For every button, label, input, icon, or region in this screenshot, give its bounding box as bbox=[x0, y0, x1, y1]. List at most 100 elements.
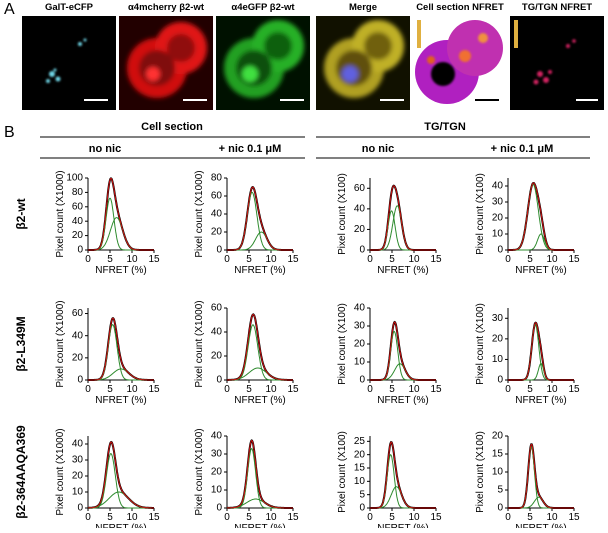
total-fit bbox=[88, 317, 154, 381]
y-tick-label: 20 bbox=[211, 351, 223, 362]
y-tick-label: 30 bbox=[211, 449, 223, 460]
y-tick-label: 30 bbox=[72, 455, 84, 466]
x-tick-label: 5 bbox=[389, 384, 395, 395]
data-curve bbox=[370, 320, 436, 381]
y-tick-label: 15 bbox=[354, 463, 366, 474]
y-tick-label: 40 bbox=[211, 327, 223, 338]
y-tick-label: 30 bbox=[492, 197, 504, 208]
x-axis-label: NFRET (%) bbox=[234, 523, 285, 528]
x-tick-label: 15 bbox=[287, 254, 299, 265]
panel-label: A bbox=[4, 1, 15, 18]
total-fit bbox=[88, 441, 154, 509]
y-tick-label: 20 bbox=[492, 213, 504, 224]
total-fit bbox=[88, 177, 154, 251]
data-curve bbox=[88, 440, 154, 509]
y-tick-label: 15 bbox=[492, 449, 504, 460]
total-fit bbox=[227, 186, 293, 251]
y-tick-label: 40 bbox=[72, 439, 84, 450]
image-title: Cell section NFRET bbox=[416, 2, 504, 13]
x-axis-label: NFRET (%) bbox=[95, 523, 146, 528]
x-tick-label: 0 bbox=[505, 384, 511, 395]
x-tick-label: 15 bbox=[287, 512, 299, 523]
x-tick-label: 10 bbox=[126, 254, 138, 265]
x-tick-label: 5 bbox=[107, 384, 113, 395]
x-axis-label: NFRET (%) bbox=[377, 395, 428, 406]
component-fit bbox=[88, 452, 154, 509]
x-tick-label: 0 bbox=[85, 254, 91, 265]
total-fit bbox=[370, 185, 436, 251]
component-fit bbox=[508, 233, 574, 251]
y-tick-label: 30 bbox=[354, 321, 366, 332]
y-tick-label: 0 bbox=[497, 375, 503, 386]
data-curve bbox=[508, 181, 574, 251]
y-axis-label: Pixel count (X1000) bbox=[55, 300, 66, 387]
y-axis-label: Pixel count (X100) bbox=[337, 431, 348, 513]
y-tick-label: 5 bbox=[359, 489, 365, 500]
image-title: TG/TGN NFRET bbox=[522, 2, 592, 13]
row-label: β2-wt bbox=[14, 198, 28, 229]
y-axis-label: Pixel count (X100) bbox=[475, 431, 486, 513]
y-tick-label: 0 bbox=[359, 375, 365, 386]
total-fit bbox=[508, 322, 574, 381]
micrograph bbox=[510, 16, 604, 110]
micrograph bbox=[316, 16, 410, 110]
image-title: α4mcherry β2-wt bbox=[128, 2, 205, 13]
x-tick-label: 15 bbox=[148, 512, 160, 523]
y-tick-label: 20 bbox=[492, 333, 504, 344]
row-label: β2-364AAQA369 bbox=[14, 425, 28, 519]
x-tick-label: 0 bbox=[367, 512, 373, 523]
x-tick-label: 5 bbox=[246, 254, 252, 265]
x-tick-label: 10 bbox=[546, 254, 558, 265]
x-tick-label: 15 bbox=[148, 384, 160, 395]
x-axis-label: NFRET (%) bbox=[515, 265, 566, 276]
x-tick-label: 10 bbox=[408, 512, 420, 523]
x-tick-label: 5 bbox=[246, 384, 252, 395]
image-title: α4eGFP β2-wt bbox=[231, 2, 295, 13]
x-tick-label: 10 bbox=[408, 384, 420, 395]
panel-label: B bbox=[4, 124, 15, 141]
y-tick-label: 20 bbox=[354, 339, 366, 350]
y-axis-label: Pixel count (X100) bbox=[337, 173, 348, 255]
y-tick-label: 10 bbox=[211, 485, 223, 496]
total-fit bbox=[226, 439, 293, 509]
condition-label: + nic 0.1 μM bbox=[491, 143, 554, 155]
x-tick-label: 0 bbox=[505, 254, 511, 265]
y-tick-label: 0 bbox=[359, 503, 365, 514]
y-tick-label: 0 bbox=[77, 503, 83, 514]
component-fit bbox=[88, 323, 154, 381]
total-fit bbox=[508, 182, 574, 251]
y-tick-label: 20 bbox=[72, 471, 84, 482]
x-tick-label: 5 bbox=[246, 512, 252, 523]
y-tick-label: 0 bbox=[77, 245, 83, 256]
y-tick-label: 10 bbox=[492, 229, 504, 240]
y-axis-label: Pixel count (X100) bbox=[475, 303, 486, 385]
micrograph bbox=[22, 16, 116, 110]
x-tick-label: 0 bbox=[505, 512, 511, 523]
x-tick-label: 0 bbox=[367, 254, 373, 265]
y-tick-label: 0 bbox=[497, 503, 503, 514]
y-tick-label: 10 bbox=[492, 354, 504, 365]
y-tick-label: 60 bbox=[211, 303, 223, 314]
y-tick-label: 60 bbox=[72, 308, 84, 319]
y-tick-label: 60 bbox=[211, 191, 223, 202]
x-axis-label: NFRET (%) bbox=[234, 395, 285, 406]
y-tick-label: 0 bbox=[359, 245, 365, 256]
micrograph bbox=[119, 16, 213, 110]
x-tick-label: 0 bbox=[224, 254, 230, 265]
y-tick-label: 40 bbox=[492, 181, 504, 192]
y-axis-label: Pixel count (X100) bbox=[337, 303, 348, 385]
total-fit bbox=[370, 321, 436, 381]
y-axis-label: Pixel count (X1000) bbox=[194, 170, 205, 257]
x-tick-label: 5 bbox=[107, 254, 113, 265]
component-fit bbox=[227, 447, 293, 509]
y-tick-label: 100 bbox=[66, 173, 83, 184]
row-label: β2-L349M bbox=[14, 316, 28, 371]
condition-label: + nic 0.1 μM bbox=[219, 143, 282, 155]
x-axis-label: NFRET (%) bbox=[95, 395, 146, 406]
x-tick-label: 5 bbox=[389, 512, 395, 523]
total-fit bbox=[227, 313, 293, 381]
image-title: Merge bbox=[349, 2, 377, 13]
y-axis-label: Pixel count (X1000) bbox=[55, 428, 66, 515]
x-tick-label: 0 bbox=[224, 384, 230, 395]
